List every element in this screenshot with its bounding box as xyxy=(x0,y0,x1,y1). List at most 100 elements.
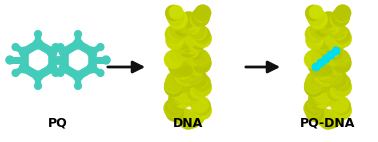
Circle shape xyxy=(315,43,333,60)
Circle shape xyxy=(334,5,351,21)
Circle shape xyxy=(317,46,330,59)
Circle shape xyxy=(313,109,328,124)
Circle shape xyxy=(318,70,335,87)
Circle shape xyxy=(321,114,335,128)
Circle shape xyxy=(329,60,345,76)
Circle shape xyxy=(314,52,329,68)
Circle shape xyxy=(184,68,198,81)
Circle shape xyxy=(319,67,333,81)
Circle shape xyxy=(332,25,347,39)
Circle shape xyxy=(186,52,201,67)
Circle shape xyxy=(177,66,194,83)
Circle shape xyxy=(173,109,188,124)
Circle shape xyxy=(179,67,193,81)
Circle shape xyxy=(96,43,105,51)
Circle shape xyxy=(308,96,325,112)
Circle shape xyxy=(326,92,341,107)
Circle shape xyxy=(326,13,343,30)
Circle shape xyxy=(167,9,184,26)
Circle shape xyxy=(193,105,204,116)
Circle shape xyxy=(74,30,82,38)
Circle shape xyxy=(304,50,323,69)
Circle shape xyxy=(327,86,342,101)
Circle shape xyxy=(74,82,82,90)
Circle shape xyxy=(170,21,188,39)
Circle shape xyxy=(165,74,182,91)
Circle shape xyxy=(318,63,336,82)
Circle shape xyxy=(195,8,210,23)
Circle shape xyxy=(333,77,352,97)
Circle shape xyxy=(187,86,202,101)
Circle shape xyxy=(306,103,321,118)
Circle shape xyxy=(334,53,351,70)
Circle shape xyxy=(331,8,350,27)
Circle shape xyxy=(318,81,330,93)
Circle shape xyxy=(171,44,190,63)
Circle shape xyxy=(11,69,20,77)
Circle shape xyxy=(175,70,188,83)
Circle shape xyxy=(306,71,325,90)
Circle shape xyxy=(332,46,341,56)
Circle shape xyxy=(164,50,183,69)
Circle shape xyxy=(304,99,323,118)
Circle shape xyxy=(186,13,203,30)
Circle shape xyxy=(317,40,331,54)
Circle shape xyxy=(19,46,29,58)
Circle shape xyxy=(305,74,322,91)
Circle shape xyxy=(334,105,349,120)
Circle shape xyxy=(311,36,324,49)
Circle shape xyxy=(306,7,322,23)
Circle shape xyxy=(192,48,206,63)
Circle shape xyxy=(11,43,20,51)
Circle shape xyxy=(176,111,192,127)
Circle shape xyxy=(308,10,328,29)
Circle shape xyxy=(167,81,184,98)
Circle shape xyxy=(174,91,191,108)
Circle shape xyxy=(310,48,324,62)
Circle shape xyxy=(331,95,349,113)
Circle shape xyxy=(182,18,197,33)
Circle shape xyxy=(56,43,65,51)
Circle shape xyxy=(167,32,180,45)
Circle shape xyxy=(327,64,340,77)
Circle shape xyxy=(308,91,323,106)
Circle shape xyxy=(186,68,203,85)
Circle shape xyxy=(166,71,185,90)
Circle shape xyxy=(170,83,186,99)
Circle shape xyxy=(189,47,202,60)
Circle shape xyxy=(165,5,181,21)
Circle shape xyxy=(164,99,183,118)
Circle shape xyxy=(59,62,70,74)
Circle shape xyxy=(183,109,201,128)
Circle shape xyxy=(320,38,335,52)
Circle shape xyxy=(178,81,190,93)
Circle shape xyxy=(165,25,184,44)
Circle shape xyxy=(322,55,330,63)
Circle shape xyxy=(329,47,342,60)
Circle shape xyxy=(166,7,182,23)
Circle shape xyxy=(193,49,209,66)
Circle shape xyxy=(169,5,183,19)
Circle shape xyxy=(335,8,350,23)
Circle shape xyxy=(193,101,212,120)
Circle shape xyxy=(184,67,197,80)
Circle shape xyxy=(307,81,324,98)
Circle shape xyxy=(166,55,180,69)
Circle shape xyxy=(56,69,65,77)
Circle shape xyxy=(188,37,203,53)
Circle shape xyxy=(321,11,337,28)
Circle shape xyxy=(166,29,181,44)
Circle shape xyxy=(333,49,349,66)
Circle shape xyxy=(168,24,184,40)
Circle shape xyxy=(178,88,192,103)
Circle shape xyxy=(164,77,184,97)
Circle shape xyxy=(328,37,344,53)
Circle shape xyxy=(184,39,200,55)
Circle shape xyxy=(174,52,189,68)
Circle shape xyxy=(317,109,331,124)
Circle shape xyxy=(33,70,43,82)
Circle shape xyxy=(182,90,197,105)
Circle shape xyxy=(101,55,111,65)
Circle shape xyxy=(333,101,352,120)
Circle shape xyxy=(180,91,194,105)
